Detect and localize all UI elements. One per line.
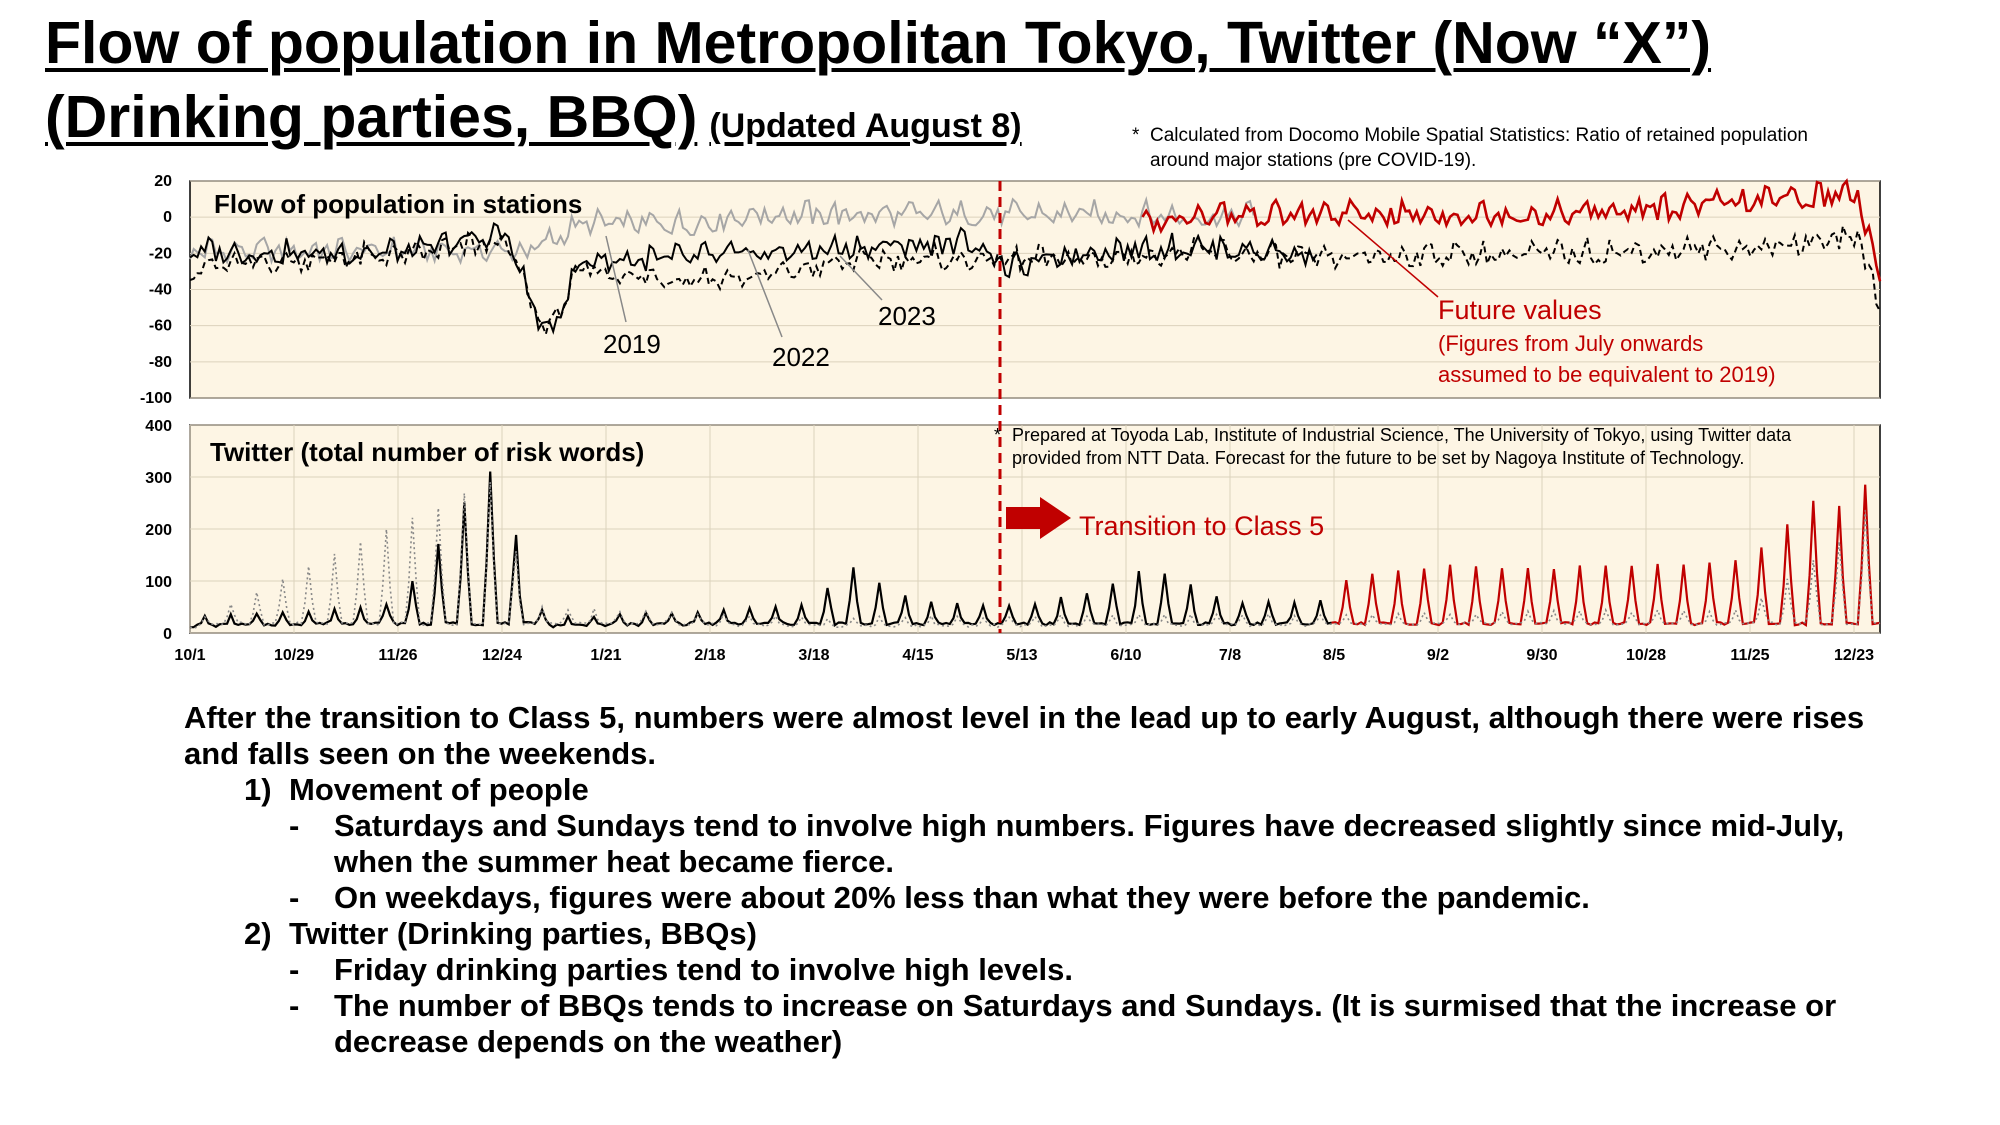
x-tick-label: 10/29 [274, 647, 314, 660]
series-label-2023: 2023 [878, 301, 936, 331]
x-tick-label: 1/21 [590, 647, 621, 660]
x-tick-label: 9/30 [1526, 647, 1557, 660]
charts-svg: 200-20-40-60-80-100 Flow of population i… [140, 173, 1882, 660]
series-label-2022: 2022 [772, 342, 830, 372]
x-tick-label: 12/23 [1834, 647, 1874, 660]
twitter-y-axis: 400 300 200 100 0 [145, 418, 172, 643]
flow-y-tick-label: -20 [149, 245, 172, 262]
flow-series-labels: 2019 2022 2023 [603, 235, 936, 372]
page-title-line1: Flow of population in Metropolitan Tokyo… [45, 10, 1712, 76]
flow-gridlines [190, 180, 1880, 399]
twitter-source-note: * Prepared at Toyoda Lab, Institute of In… [994, 424, 1862, 470]
point-label: Movement of people [289, 772, 589, 807]
twitter-y-tick-label: 200 [145, 522, 172, 539]
transition-arrow-icon [1006, 497, 1071, 539]
twitter-source-note-text: Prepared at Toyoda Lab, Institute of Ind… [1012, 425, 1792, 468]
point-number: 2) [244, 916, 272, 951]
flow-y-tick-label: -40 [149, 282, 172, 299]
flow-y-tick-label: -60 [149, 318, 172, 335]
bullet-text: Friday drinking parties tend to involve … [334, 952, 1073, 987]
twitter-y-tick-label: 100 [145, 574, 172, 591]
bullet: - Friday drinking parties tend to involve… [289, 952, 1884, 988]
data-source-note: * Calculated from Docomo Mobile Spatial S… [1132, 123, 1810, 173]
x-tick-label: 2/18 [694, 647, 725, 660]
summary-intro: After the transition to Class 5, numbers… [184, 700, 1865, 771]
x-tick-label: 3/18 [798, 647, 829, 660]
x-tick-label: 11/25 [1730, 647, 1769, 660]
x-tick-label: 4/15 [902, 647, 933, 660]
x-tick-label: 11/26 [378, 647, 417, 660]
flow-chart-title: Flow of population in stations [214, 189, 582, 219]
footnote-star: * [1132, 125, 1140, 146]
x-tick-label: 8/5 [1323, 647, 1345, 660]
x-tick-label: 10/28 [1626, 647, 1666, 660]
bullet: - The number of BBQs tends to increase on… [289, 988, 1884, 1060]
point-label: Twitter (Drinking parties, BBQs) [289, 916, 757, 951]
flow-series-line-2022 [189, 225, 1881, 338]
twitter-x-axis: 10/1 10/29 11/26 12/24 1/21 2/18 3/18 4/15 5/13 6… [174, 647, 1874, 660]
flow-y-tick-label: -100 [140, 390, 172, 407]
x-tick-label: 12/24 [482, 647, 522, 660]
flow-y-tick-label: 20 [154, 173, 172, 190]
flow-series-line-2023 [189, 222, 1318, 335]
footnote-star: * [994, 425, 1002, 445]
bullet-text: The number of BBQs tends to increase on … [334, 988, 1837, 1059]
series-label-2019: 2019 [603, 329, 661, 359]
x-tick-label: 5/13 [1006, 647, 1037, 660]
twitter-series-line-forecast [1331, 484, 1881, 628]
x-tick-label: 9/2 [1427, 647, 1449, 660]
twitter-chart-title: Twitter (total number of risk words) [210, 437, 644, 467]
x-tick-label: 6/10 [1110, 647, 1141, 660]
point-2: 2) Twitter (Drinking parties, BBQs) [244, 916, 1884, 952]
future-values-annotation: Future values (Figures from July onwards… [1347, 219, 1776, 387]
bullet: - On weekdays, figures were about 20% les… [289, 880, 1884, 916]
twitter-y-tick-label: 400 [145, 418, 172, 435]
bullet-text: On weekdays, figures were about 20% less… [334, 880, 1590, 915]
point-number: 1) [244, 772, 272, 807]
twitter-series [189, 471, 1881, 630]
bullet-text: Saturdays and Sundays tend to involve hi… [334, 808, 1845, 879]
data-source-note-text: Calculated from Docomo Mobile Spatial St… [1150, 125, 1808, 171]
page-title-main: (Drinking parties, BBQ) [45, 84, 698, 150]
x-tick-label: 10/1 [174, 647, 205, 660]
bullet: - Saturdays and Sundays tend to involve h… [289, 808, 1884, 880]
twitter-y-tick-label: 0 [163, 626, 172, 643]
future-values-title: Future values [1438, 295, 1602, 325]
bullet-dash: - [289, 808, 300, 843]
future-values-detail-1: (Figures from July onwards [1438, 331, 1703, 356]
summary-text: After the transition to Class 5, numbers… [184, 700, 1884, 1060]
bullet-dash: - [289, 988, 300, 1023]
bullet-dash: - [289, 880, 300, 915]
point-1: 1) Movement of people [244, 772, 1884, 808]
page-title-line2: (Drinking parties, BBQ) (Updated August 8… [45, 88, 1022, 147]
twitter-y-tick-label: 300 [145, 470, 172, 487]
flow-y-tick-label: 0 [163, 209, 172, 226]
flow-series-line-future-values [1141, 178, 1882, 282]
twitter-series-line-actual [189, 471, 1332, 629]
updated-date: (Updated August 8) [709, 107, 1022, 145]
flow-y-axis: 20 0 -20 -40 -60 -80 -100 [140, 173, 172, 407]
x-tick-label: 7/8 [1219, 647, 1241, 660]
future-values-detail-2: assumed to be equivalent to 2019) [1438, 362, 1776, 387]
flow-y-tick-label: -80 [149, 354, 172, 371]
bullet-dash: - [289, 952, 300, 987]
flow-series [189, 178, 1882, 338]
transition-label: Transition to Class 5 [1079, 511, 1324, 541]
